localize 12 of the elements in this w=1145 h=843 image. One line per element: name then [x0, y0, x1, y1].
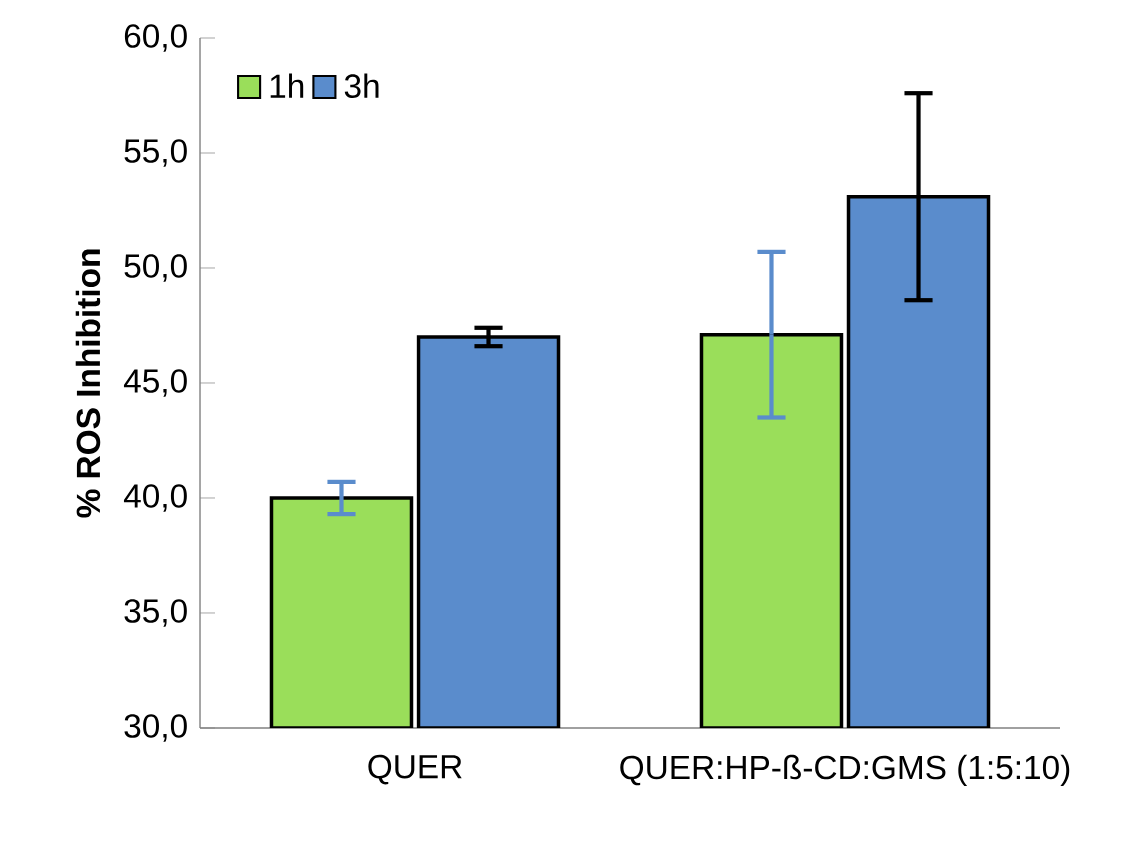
y-tick-label: 60,0: [124, 24, 187, 52]
y-tick-label: 35,0: [124, 599, 187, 627]
x-tick-label: QUER: [368, 754, 462, 785]
y-tick-label: 50,0: [124, 254, 187, 282]
legend-label: 1h: [270, 73, 304, 98]
x-tick-label: QUER:HP-ß-CD:GMS (1:5:10): [620, 754, 1070, 786]
y-axis-title: % ROS Inhibition: [75, 249, 101, 518]
y-tick-label: 45,0: [123, 369, 187, 397]
y-tick-label: 55,0: [124, 139, 187, 167]
y-tick-label: 30,0: [124, 714, 187, 742]
y-tick-label: 40,0: [123, 484, 187, 512]
legend-label: 3h: [344, 73, 379, 98]
